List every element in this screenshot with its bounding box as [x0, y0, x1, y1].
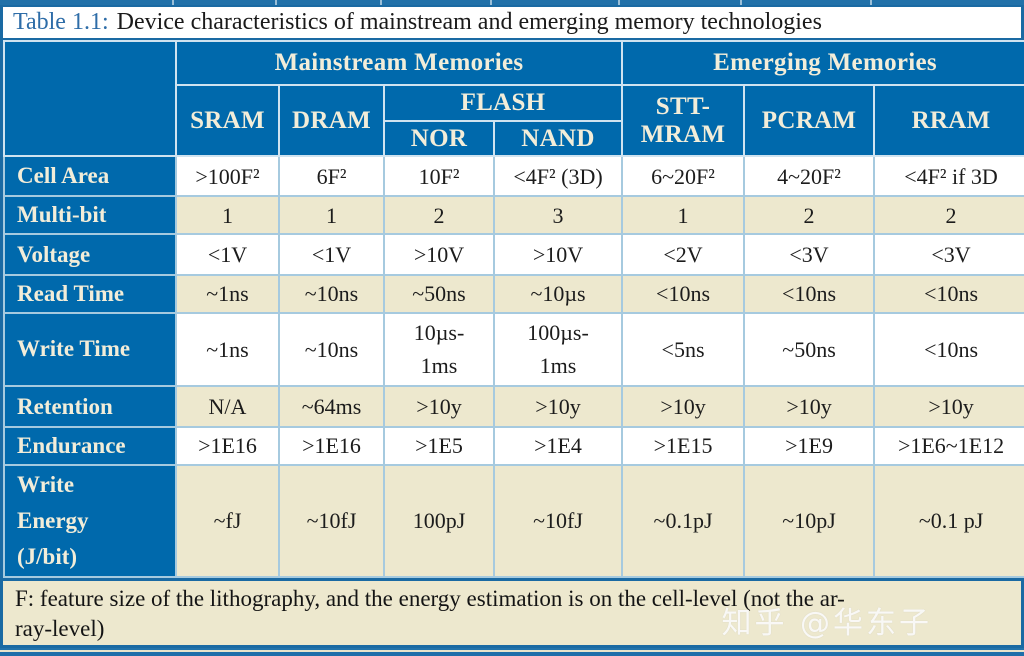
cell-retention-nand: >10y: [492, 384, 624, 428]
row-header-voltage: Voltage: [3, 233, 177, 277]
cell-cell-area-stt-mram: 6~20F²: [621, 154, 746, 198]
row-header-cell-area: Cell Area: [3, 154, 177, 198]
cell-voltage-rram: <3V: [873, 233, 1024, 277]
cell-write-time-pcram: ~50ns: [743, 311, 876, 387]
col-header-sram: SRAM: [175, 84, 280, 157]
cell-multi-bit-stt-mram: 1: [621, 195, 746, 236]
cell-read-time-pcram: <10ns: [743, 274, 876, 314]
cell-retention-pcram: >10y: [743, 384, 876, 428]
cell-write-energy-j-bit-rram: ~0.1 pJ: [873, 463, 1024, 579]
table-row-read-time: Read Time ~1ns ~10ns ~50ns ~10µs <10ns <10ns <1…: [3, 274, 1024, 314]
cell-cell-area-nand: <4F² (3D): [492, 154, 624, 198]
table-bottom-border: [0, 648, 1024, 656]
cell-write-energy-j-bit-pcram: ~10pJ: [743, 463, 876, 579]
cell-write-energy-j-bit-nor: 100pJ: [383, 463, 495, 579]
cell-endurance-sram: >1E16: [175, 425, 280, 466]
cell-voltage-pcram: <3V: [743, 233, 876, 277]
divider-tick: [380, 0, 382, 5]
cell-retention-rram: >10y: [873, 384, 1024, 428]
cell-multi-bit-rram: 2: [873, 195, 1024, 236]
cell-endurance-dram: >1E16: [278, 425, 385, 466]
cell-cell-area-dram: 6F²: [278, 154, 385, 198]
col-header-stt-mram: STT- MRAM: [621, 84, 746, 157]
divider-tick: [275, 0, 277, 5]
cell-read-time-nand: ~10µs: [492, 274, 624, 314]
table-top-border: [0, 0, 1024, 5]
cell-multi-bit-nor: 2: [383, 195, 495, 236]
row-header-write-time: Write Time: [3, 311, 177, 387]
memory-comparison-table: Mainstream Memories Emerging Memories SR…: [3, 40, 1024, 579]
table-number: Table 1.1:: [13, 9, 109, 35]
row-header-multi-bit: Multi-bit: [3, 195, 177, 236]
cell-read-time-stt-mram: <10ns: [621, 274, 746, 314]
col-header-dram: DRAM: [278, 84, 385, 157]
cell-write-time-rram: <10ns: [873, 311, 1024, 387]
row-header-endurance: Endurance: [3, 425, 177, 466]
cell-write-energy-j-bit-sram: ~fJ: [175, 463, 280, 579]
cell-voltage-nor: >10V: [383, 233, 495, 277]
cell-cell-area-rram: <4F² if 3D: [873, 154, 1024, 198]
row-header-read-time: Read Time: [3, 274, 177, 314]
cell-write-energy-j-bit-stt-mram: ~0.1pJ: [621, 463, 746, 579]
cell-write-time-nor: 10µs- 1ms: [383, 311, 495, 387]
cell-read-time-nor: ~50ns: [383, 274, 495, 314]
table-row-endurance: Endurance >1E16 >1E16 >1E5 >1E4 >1E15 >1E9 >1E6…: [3, 425, 1024, 466]
table-row-multi-bit: Multi-bit 1 1 2 3 1 2 2: [3, 195, 1024, 236]
cell-endurance-rram: >1E6~1E12: [873, 425, 1024, 466]
table-row-write-energy-j-bit: Write Energy (J/bit) ~fJ ~10fJ 100pJ ~10fJ ~0…: [3, 463, 1024, 579]
cell-multi-bit-nand: 3: [492, 195, 624, 236]
table-row-retention: Retention N/A ~64ms >10y >10y >10y >10y >10y: [3, 384, 1024, 428]
table-title: Device characteristics of mainstream and…: [116, 9, 822, 35]
cell-multi-bit-pcram: 2: [743, 195, 876, 236]
cell-cell-area-sram: >100F²: [175, 154, 280, 198]
cell-voltage-nand: >10V: [492, 233, 624, 277]
cell-cell-area-pcram: 4~20F²: [743, 154, 876, 198]
row-header-write-energy-j-bit: Write Energy (J/bit): [3, 463, 177, 579]
cell-write-time-sram: ~1ns: [175, 311, 280, 387]
cell-retention-sram: N/A: [175, 384, 280, 428]
table-row-write-time: Write Time ~1ns ~10ns 10µs- 1ms 100µs- 1ms <5…: [3, 311, 1024, 387]
corner-cell: [3, 40, 177, 157]
cell-write-energy-j-bit-nand: ~10fJ: [492, 463, 624, 579]
col-header-rram: RRAM: [873, 84, 1024, 157]
col-header-flash: FLASH: [382, 84, 624, 122]
cell-write-time-dram: ~10ns: [278, 311, 385, 387]
cell-read-time-sram: ~1ns: [175, 274, 280, 314]
cell-read-time-rram: <10ns: [873, 274, 1024, 314]
table-row-cell-area: Cell Area >100F² 6F² 10F² <4F² (3D) 6~20F² 4~2…: [3, 154, 1024, 198]
cell-write-time-stt-mram: <5ns: [621, 311, 746, 387]
cell-cell-area-nor: 10F²: [383, 154, 495, 198]
divider-tick: [870, 0, 872, 5]
cell-endurance-stt-mram: >1E15: [621, 425, 746, 466]
divider-tick: [490, 0, 492, 5]
cell-retention-stt-mram: >10y: [621, 384, 746, 428]
footnote: F: feature size of the lithography, and …: [3, 578, 1021, 645]
cell-endurance-nor: >1E5: [383, 425, 495, 466]
divider-tick: [740, 0, 742, 5]
cell-endurance-nand: >1E4: [492, 425, 624, 466]
cell-read-time-dram: ~10ns: [278, 274, 385, 314]
table-row-voltage: Voltage <1V <1V >10V >10V <2V <3V <3V: [3, 233, 1024, 277]
col-header-nor: NOR: [383, 120, 495, 157]
cell-voltage-stt-mram: <2V: [621, 233, 746, 277]
divider-tick: [618, 0, 620, 5]
table-caption: Table 1.1: Device characteristics of mai…: [3, 7, 1021, 40]
cell-endurance-pcram: >1E9: [743, 425, 876, 466]
cell-voltage-sram: <1V: [175, 233, 280, 277]
group-header-mainstream: Mainstream Memories: [174, 40, 624, 86]
col-header-nand: NAND: [492, 120, 624, 157]
cell-multi-bit-dram: 1: [278, 195, 385, 236]
divider-tick: [172, 0, 174, 5]
col-header-pcram: PCRAM: [743, 84, 876, 157]
cell-voltage-dram: <1V: [278, 233, 385, 277]
cell-write-time-nand: 100µs- 1ms: [492, 311, 624, 387]
group-header-emerging: Emerging Memories: [621, 40, 1024, 86]
cell-retention-dram: ~64ms: [278, 384, 385, 428]
row-header-retention: Retention: [3, 384, 177, 428]
cell-multi-bit-sram: 1: [175, 195, 280, 236]
cell-write-energy-j-bit-dram: ~10fJ: [278, 463, 385, 579]
cell-retention-nor: >10y: [383, 384, 495, 428]
table-frame: Table 1.1: Device characteristics of mai…: [0, 5, 1024, 648]
